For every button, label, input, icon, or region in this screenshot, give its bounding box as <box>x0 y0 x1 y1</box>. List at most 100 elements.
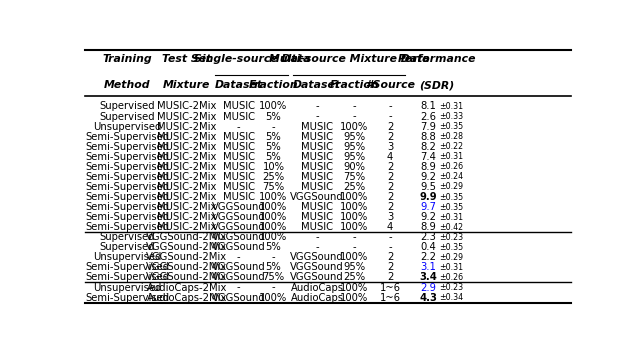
Text: Semi-Supervised: Semi-Supervised <box>85 222 169 232</box>
Text: MUSIC-2Mix: MUSIC-2Mix <box>157 101 216 111</box>
Text: Unsupervised: Unsupervised <box>93 252 161 262</box>
Text: 100%: 100% <box>340 293 369 303</box>
Text: MUSIC-2Mix: MUSIC-2Mix <box>157 121 216 131</box>
Text: -: - <box>353 242 356 252</box>
Text: Test Set: Test Set <box>162 54 211 64</box>
Text: VGGSound-2Mix: VGGSound-2Mix <box>146 252 227 262</box>
Text: ±0.29: ±0.29 <box>439 182 463 191</box>
Text: ±0.23: ±0.23 <box>439 233 463 242</box>
Text: VGGSound: VGGSound <box>290 262 344 272</box>
Text: Semi-Supervised: Semi-Supervised <box>85 152 169 162</box>
Text: 100%: 100% <box>340 252 369 262</box>
Text: Semi-Supervised: Semi-Supervised <box>85 142 169 152</box>
Text: MUSIC: MUSIC <box>223 142 255 152</box>
Text: 5%: 5% <box>266 262 282 272</box>
Text: 7.4: 7.4 <box>420 152 436 162</box>
Text: 100%: 100% <box>259 222 287 232</box>
Text: 2: 2 <box>387 132 393 142</box>
Text: Supervised: Supervised <box>99 232 155 242</box>
Text: Semi-Supervised: Semi-Supervised <box>85 192 169 202</box>
Text: Unsupervised: Unsupervised <box>93 283 161 292</box>
Text: 100%: 100% <box>340 222 369 232</box>
Text: -: - <box>388 242 392 252</box>
Text: Semi-Supervised: Semi-Supervised <box>85 293 169 303</box>
Text: 9.5: 9.5 <box>420 182 436 192</box>
Text: VGGSound: VGGSound <box>212 272 266 282</box>
Text: 2.2: 2.2 <box>420 252 436 262</box>
Text: 8.2: 8.2 <box>420 142 436 152</box>
Text: MUSIC: MUSIC <box>301 142 333 152</box>
Text: ±0.29: ±0.29 <box>439 253 463 262</box>
Text: 5%: 5% <box>266 111 282 121</box>
Text: ±0.42: ±0.42 <box>439 223 463 232</box>
Text: 2: 2 <box>387 172 393 182</box>
Text: ±0.26: ±0.26 <box>439 273 463 282</box>
Text: 100%: 100% <box>259 232 287 242</box>
Text: 100%: 100% <box>340 121 369 131</box>
Text: 100%: 100% <box>259 192 287 202</box>
Text: MUSIC: MUSIC <box>301 222 333 232</box>
Text: 8.9: 8.9 <box>420 162 436 172</box>
Text: 90%: 90% <box>343 162 365 172</box>
Text: MUSIC-2Mix: MUSIC-2Mix <box>157 142 216 152</box>
Text: 100%: 100% <box>340 283 369 292</box>
Text: MUSIC: MUSIC <box>223 111 255 121</box>
Text: Supervised: Supervised <box>99 101 155 111</box>
Text: 25%: 25% <box>343 272 365 282</box>
Text: Mixture: Mixture <box>163 81 211 91</box>
Text: VGGSound: VGGSound <box>212 242 266 252</box>
Text: 8.1: 8.1 <box>420 101 436 111</box>
Text: 2: 2 <box>387 202 393 212</box>
Text: Unsupervised: Unsupervised <box>93 121 161 131</box>
Text: ±0.35: ±0.35 <box>439 192 463 201</box>
Text: Semi-Supervised: Semi-Supervised <box>85 202 169 212</box>
Text: MUSIC-2Mix: MUSIC-2Mix <box>157 182 216 192</box>
Text: 25%: 25% <box>343 182 365 192</box>
Text: 100%: 100% <box>259 202 287 212</box>
Text: -: - <box>237 252 241 262</box>
Text: ±0.31: ±0.31 <box>439 263 463 272</box>
Text: 2: 2 <box>387 162 393 172</box>
Text: MUSIC: MUSIC <box>301 162 333 172</box>
Text: 2: 2 <box>387 262 393 272</box>
Text: ±0.28: ±0.28 <box>439 132 463 141</box>
Text: 4.3: 4.3 <box>419 293 437 303</box>
Text: Semi-Supervised: Semi-Supervised <box>85 162 169 172</box>
Text: ±0.26: ±0.26 <box>439 162 463 171</box>
Text: Training: Training <box>102 54 152 64</box>
Text: Single-source Data: Single-source Data <box>194 54 310 64</box>
Text: MUSIC: MUSIC <box>223 101 255 111</box>
Text: -: - <box>237 283 241 292</box>
Text: ±0.34: ±0.34 <box>439 293 463 302</box>
Text: MUSIC: MUSIC <box>223 132 255 142</box>
Text: Fraction: Fraction <box>330 81 379 91</box>
Text: Semi-Supervised: Semi-Supervised <box>85 212 169 222</box>
Text: 8.8: 8.8 <box>420 132 436 142</box>
Text: MUSIC: MUSIC <box>223 182 255 192</box>
Text: MUSIC: MUSIC <box>223 152 255 162</box>
Text: VGGSound: VGGSound <box>290 272 344 282</box>
Text: AudioCaps: AudioCaps <box>291 293 344 303</box>
Text: ±0.22: ±0.22 <box>439 142 463 151</box>
Text: 3: 3 <box>387 212 393 222</box>
Text: -: - <box>353 232 356 242</box>
Text: 7.9: 7.9 <box>420 121 436 131</box>
Text: MUSIC: MUSIC <box>301 132 333 142</box>
Text: AudioCaps-2Mix: AudioCaps-2Mix <box>147 293 227 303</box>
Text: Fraction: Fraction <box>248 81 298 91</box>
Text: VGGSound: VGGSound <box>212 202 266 212</box>
Text: 2: 2 <box>387 252 393 262</box>
Text: 2: 2 <box>387 182 393 192</box>
Text: 2: 2 <box>387 272 393 282</box>
Text: -: - <box>237 121 241 131</box>
Text: MUSIC: MUSIC <box>223 162 255 172</box>
Text: VGGSound: VGGSound <box>290 252 344 262</box>
Text: VGGSound-2Mix: VGGSound-2Mix <box>146 262 227 272</box>
Text: #Source: #Source <box>365 81 415 91</box>
Text: MUSIC: MUSIC <box>301 121 333 131</box>
Text: MUSIC: MUSIC <box>301 172 333 182</box>
Text: Semi-Supervised: Semi-Supervised <box>85 132 169 142</box>
Text: MUSIC: MUSIC <box>301 212 333 222</box>
Text: 9.9: 9.9 <box>419 192 437 202</box>
Text: ±0.33: ±0.33 <box>439 112 463 121</box>
